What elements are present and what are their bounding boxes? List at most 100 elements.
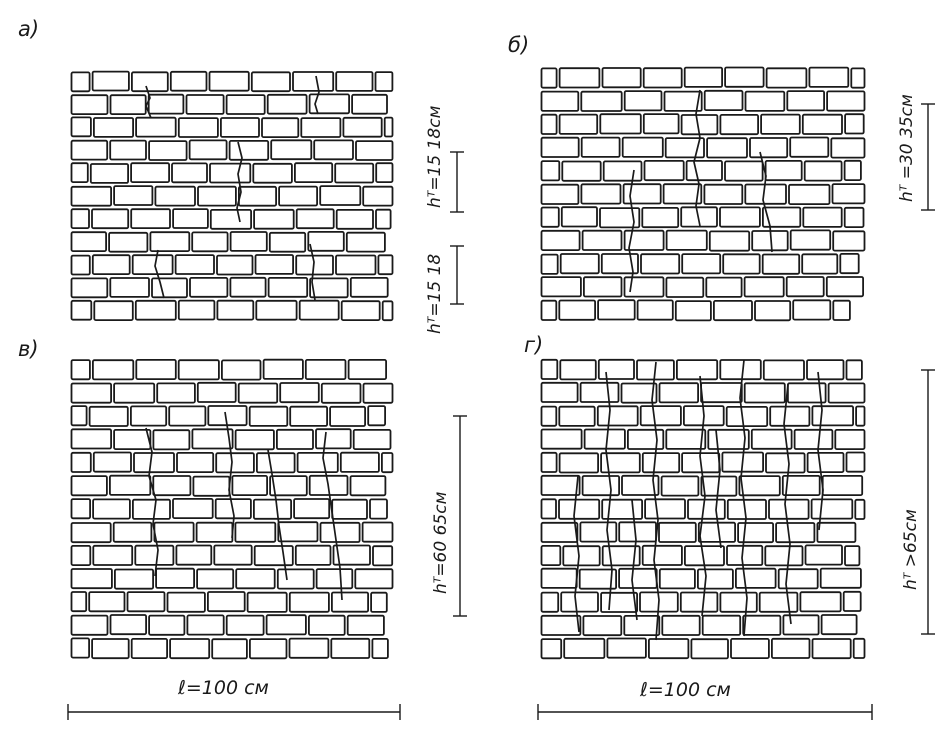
wall-b-brick [623,90,663,112]
wall-v-brick [152,429,191,451]
wall-v-brick [92,544,134,566]
wall-v-brick [370,591,388,613]
wall-g-brick [834,428,866,450]
wall-v-brick [92,498,131,520]
wall-v-brick [70,359,91,381]
wall-b-brick [642,67,683,89]
wall-v-brick [330,637,371,659]
wall-b-brick [789,136,830,158]
wall-v-brick [169,638,211,660]
panel-label-b: б) [508,33,529,57]
wall-b-brick [540,136,580,158]
wall-v-brick [88,591,126,613]
wall-v-brick [279,382,320,404]
wall-b-brick [802,206,843,228]
wall-g-brick [820,614,858,636]
wall-v-brick [70,637,91,659]
wall-b-brick [540,299,558,321]
wall-g-brick [758,591,799,613]
wall-a-brick [70,139,109,161]
wall-g-brick [676,359,719,381]
wall-b-brick [681,253,722,275]
wall-v-brick [369,498,388,520]
wall-a-brick [70,185,112,207]
wall-v-brick [237,382,279,404]
ht-label-a-top: hᵀ=15 18см [425,105,445,208]
wall-v-brick [176,451,215,473]
wall-v-brick [380,452,394,474]
wall-v-brick [88,405,129,427]
wall-g-brick [606,637,647,659]
wall-b-brick [580,136,621,158]
wall-b-brick [540,90,580,112]
wall-g-brick [560,591,599,613]
wall-g-brick [793,428,834,450]
wall-b-brick [713,299,753,322]
wall-b-brick [581,229,623,251]
wall-g-brick [804,544,843,566]
wall-v-brick [253,545,294,567]
wall-g-brick [775,522,816,544]
wall-g-brick [618,567,658,589]
wall-b-brick [580,183,622,205]
wall-a-brick [335,208,374,230]
wall-v-brick [269,475,308,497]
wall-a-brick [309,277,349,299]
wall-g-brick [687,498,726,520]
wall-g-brick [583,428,626,450]
wall-g-brick [806,451,845,473]
wall-a-brick [335,71,374,92]
wall-v-brick [206,591,246,613]
wall-g-brick [777,568,819,590]
wall-b-brick [724,160,764,182]
wall-a-bricks [70,70,394,322]
wall-a-brick [185,94,225,115]
wall-a-brick [345,231,386,253]
wall-g-brick [799,591,842,613]
wall-b-brick [801,113,843,135]
wall-a-brick [91,254,131,275]
wall-a-brick [295,254,334,276]
wall-v-brick [177,359,220,381]
wall-g-brick [854,498,866,520]
wall-v-brick [91,638,130,660]
wall-b-brick [601,67,642,89]
wall-a-brick [375,162,394,183]
wall-g-brick [819,567,862,589]
wall-v-brick [70,428,112,450]
cracks-a [145,75,320,301]
wall-v-brick [196,381,237,403]
wall-a-brick [362,185,394,207]
width-label-left: ℓ=100 см [177,677,269,699]
wall-a-brick [93,300,134,322]
wall-b-brick [830,137,866,159]
wall-a-brick [130,208,171,229]
cracks-b [628,89,773,293]
wall-a-brick [268,231,307,253]
wall-v-brick [231,474,268,496]
wall-v-brick [361,521,394,543]
wall-g-brick [540,451,558,473]
wall-g-brick [842,590,862,612]
wall-b-brick [540,160,561,182]
wall-b-brick [786,90,825,112]
wall-a-brick [189,276,229,298]
wall-v-brick [307,614,346,636]
wall-g-brick [658,568,696,590]
wall-g-brick [623,615,661,637]
wall-a-brick [278,185,319,207]
crack-g-8 [631,499,638,621]
wall-g-brick [750,428,793,450]
crack-v-3 [267,449,288,581]
wall-a-brick [209,162,252,184]
wall-v-brick [315,568,354,590]
wall-v-brick [211,638,248,660]
wall-v-brick [70,591,88,613]
wall-b-brick [663,90,703,112]
wall-b-brick [540,67,558,89]
wall-g-brick [581,475,620,497]
wall-v-brick [134,544,175,566]
wall-g-brick [743,382,786,404]
wall-b-brick [844,113,865,135]
wall-g-brick [726,498,767,520]
